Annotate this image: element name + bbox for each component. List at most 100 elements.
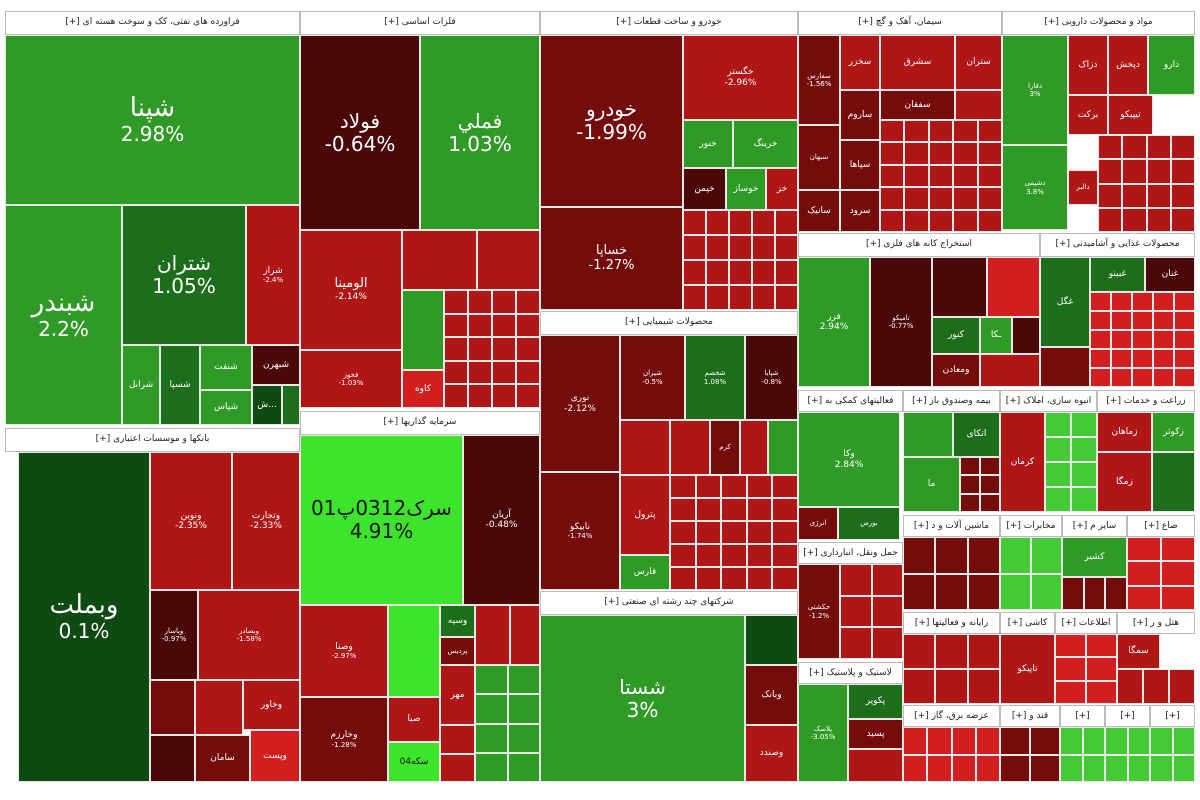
small-stock-tile[interactable] [1098, 183, 1123, 208]
small-stock-tile[interactable] [695, 544, 722, 567]
small-stock-tile[interactable] [1161, 561, 1195, 586]
small-stock-tile[interactable] [1090, 311, 1111, 330]
small-stock-tile[interactable] [1153, 292, 1174, 311]
small-stock-tile[interactable] [928, 164, 954, 188]
small-stock-tile[interactable] [683, 285, 706, 310]
tile-arian[interactable]: آریان -0.48% [463, 435, 540, 605]
small-stock-tile[interactable] [953, 209, 978, 232]
tile-plastic[interactable]: پلاسک -3.05% [798, 684, 848, 782]
small-stock-tile[interactable] [752, 210, 775, 235]
small-stock-tile[interactable] [1090, 330, 1111, 349]
tile-shiran[interactable]: شیران -0.5% [620, 335, 685, 420]
small-stock-tile[interactable] [975, 754, 1000, 782]
small-stock-tile[interactable] [935, 669, 968, 704]
tile-nabiko[interactable]: نابیکو -1.74% [540, 472, 620, 590]
tile-vbsader[interactable]: وبصادر -1.58% [198, 590, 300, 680]
sector-header-other2[interactable]: صاع [+] [1127, 515, 1195, 537]
small-stock-tile[interactable] [1132, 292, 1153, 311]
small-stock-tile[interactable] [1086, 657, 1117, 681]
tile-alumina[interactable]: الومينا -2.14% [300, 230, 402, 350]
small-stock-tile[interactable] [1132, 330, 1153, 349]
tile-vbank[interactable]: وبانک [745, 665, 798, 725]
sector-header-agri[interactable]: زراعت و خدمات [+] [1097, 390, 1195, 412]
sector-header-p3[interactable]: [+] [1150, 705, 1195, 727]
sector-header-insurance[interactable]: بیمه وصندوق باز [+] [903, 390, 1000, 412]
small-stock-tile[interactable] [967, 634, 1000, 669]
small-stock-tile[interactable] [1150, 727, 1173, 755]
sector-header-hotel[interactable]: هتل و ر [+] [1117, 612, 1195, 634]
small-stock-tile[interactable] [1170, 207, 1195, 232]
small-stock-tile[interactable] [1122, 183, 1147, 208]
tile-vmaaden[interactable]: ومعادن [932, 354, 980, 387]
small-stock-tile[interactable] [475, 752, 508, 782]
small-stock-tile[interactable] [1170, 135, 1195, 160]
tile-peterol[interactable]: پترول [620, 475, 670, 555]
small-stock-tile[interactable] [1062, 577, 1084, 610]
tile-sfars[interactable]: سفارس -1.56% [798, 35, 840, 125]
small-stock-tile[interactable] [444, 384, 468, 408]
tile-shsina[interactable]: شسپا [160, 345, 200, 425]
small-stock-tile[interactable] [880, 164, 905, 188]
tile-setran[interactable]: ستران [955, 35, 1002, 90]
small-stock-tile[interactable] [695, 475, 722, 498]
small-stock-tile[interactable] [1098, 135, 1123, 160]
small-stock-tile[interactable] [967, 537, 1000, 574]
small-stock-tile[interactable] [1127, 537, 1161, 562]
tile-shargh[interactable]: سشرق [880, 35, 955, 90]
small-stock-tile[interactable] [840, 564, 872, 596]
small-stock-tile[interactable] [980, 475, 1000, 494]
sector-header-transport[interactable]: حمل ونقل، انبارداری [+] [798, 542, 903, 564]
small-stock-tile[interactable] [953, 142, 978, 165]
small-stock-tile[interactable] [729, 285, 752, 310]
small-stock-tile[interactable] [977, 120, 1002, 143]
small-stock-tile[interactable] [903, 669, 936, 704]
tile-boors[interactable]: بورس [838, 507, 900, 540]
sector-header-mining[interactable]: استخراج کانه های فلزی [+] [798, 233, 1040, 257]
tile-small[interactable] [932, 257, 987, 317]
small-stock-tile[interactable] [775, 285, 798, 310]
small-stock-tile[interactable] [1122, 159, 1147, 184]
tile-shpna[interactable]: شپنا 2.98% [5, 35, 300, 205]
sector-header-wood[interactable]: قند و [+] [1000, 705, 1060, 727]
sector-header-pharma[interactable]: مواد و محصولات دارویی [+] [1002, 11, 1195, 35]
small-stock-tile[interactable] [746, 521, 773, 544]
small-stock-tile[interactable] [1132, 349, 1153, 368]
small-stock-tile[interactable] [904, 120, 929, 143]
small-stock-tile[interactable] [1146, 207, 1171, 232]
small-stock-tile[interactable] [729, 210, 752, 235]
small-stock-tile[interactable] [1117, 669, 1143, 704]
tile-karam[interactable]: کرم [710, 420, 740, 475]
tile-tamiko[interactable]: تامیکو -0.77% [870, 257, 932, 387]
small-stock-tile[interactable] [721, 498, 747, 521]
small-stock-tile[interactable] [975, 727, 1000, 755]
small-stock-tile[interactable] [1045, 412, 1071, 437]
tile-kashir[interactable]: کشیر [1062, 537, 1127, 577]
small-stock-tile[interactable] [772, 475, 798, 498]
small-stock-tile[interactable] [440, 753, 475, 782]
small-stock-tile[interactable] [1055, 657, 1086, 681]
small-stock-tile[interactable] [706, 210, 729, 235]
tile-small[interactable] [402, 290, 444, 370]
tile-fameli[interactable]: فملي 1.03% [420, 35, 540, 230]
small-stock-tile[interactable] [1153, 368, 1174, 387]
small-stock-tile[interactable] [935, 573, 968, 610]
small-stock-tile[interactable] [1000, 537, 1031, 574]
small-stock-tile[interactable] [953, 164, 978, 188]
tile-hkashti[interactable]: حکشتی -1.2% [798, 564, 840, 659]
small-stock-tile[interactable] [492, 290, 516, 314]
tile-khgostar[interactable]: خگستر -2.96% [683, 35, 798, 120]
small-stock-tile[interactable] [904, 142, 929, 165]
tile-vsina[interactable]: وصنا -2.97% [300, 605, 388, 697]
sector-header-multi[interactable]: شرکتهای چند رشته ای صنعتی [+] [540, 591, 798, 615]
small-stock-tile[interactable] [880, 209, 905, 232]
tile-tipiko[interactable]: تیپیکو [1108, 95, 1153, 135]
small-stock-tile[interactable] [507, 665, 540, 695]
small-stock-tile[interactable] [871, 627, 903, 659]
tile-sebhan[interactable]: سبهان [798, 125, 840, 190]
tile-small[interactable] [150, 735, 195, 782]
tile-vk[interactable]: وکا 2.84% [798, 412, 900, 507]
sector-header-p1[interactable]: [+] [1060, 705, 1105, 727]
tile-kerman[interactable]: کرمان [1000, 412, 1045, 512]
sector-header-other1[interactable]: سایر م [+] [1062, 515, 1127, 537]
small-stock-tile[interactable] [721, 544, 747, 567]
